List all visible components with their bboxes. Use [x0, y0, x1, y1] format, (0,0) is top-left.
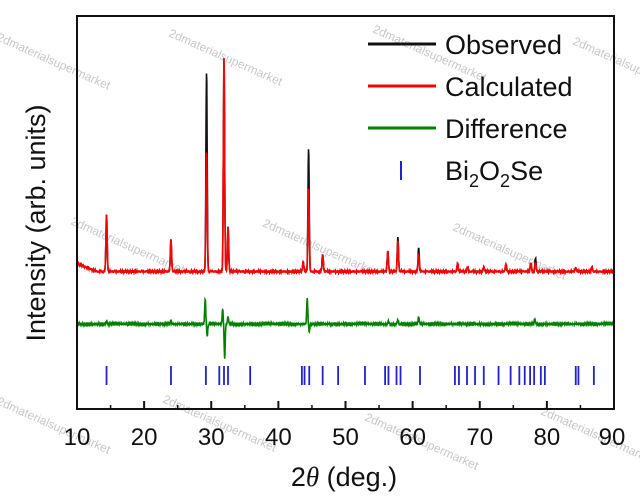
x-tick-label: 50	[332, 424, 359, 451]
watermark-text: 2dmaterialsupermarket	[0, 30, 113, 93]
x-tick-label: 30	[198, 424, 225, 451]
watermark-text: 2dmaterialsupermarket	[571, 34, 640, 97]
legend-label-observed: Observed	[445, 30, 562, 60]
legend: Observed Calculated Difference Bi2O2Se	[368, 30, 573, 191]
legend-label-calculated: Calculated	[445, 72, 573, 102]
difference-series-line	[76, 296, 615, 359]
x-tick-label: 90	[599, 424, 626, 451]
legend-label-difference: Difference	[445, 114, 568, 144]
x-axis-label-prefix: 2	[291, 462, 306, 492]
y-axis-label: Intensity (arb. units)	[21, 104, 51, 341]
x-tick-label: 10	[64, 424, 91, 451]
x-tick-label: 20	[131, 424, 158, 451]
x-tick-label: 80	[534, 424, 561, 451]
legend-label-bragg: Bi2O2Se	[445, 156, 543, 191]
x-tick-label: 40	[265, 424, 292, 451]
x-tick-label: 70	[466, 424, 493, 451]
x-axis-label: 2θ (deg.)	[291, 462, 397, 492]
legend-label-bragg-sub-3: 2	[500, 171, 510, 191]
legend-label-bragg-part-2: O	[479, 156, 500, 186]
x-axis-ticks: 10 20 30 40 50 60 70 80 90	[64, 401, 626, 451]
watermark-text: 2dmaterialsupermarket	[0, 394, 113, 457]
x-tick-label: 60	[399, 424, 426, 451]
x-axis-label-theta: θ	[306, 462, 319, 492]
legend-label-bragg-part-0: Bi	[445, 156, 469, 186]
calculated-series-line	[76, 58, 615, 276]
legend-label-bragg-sub-1: 2	[469, 171, 479, 191]
watermark-text: 2dmaterialsupermarket	[167, 26, 285, 89]
legend-label-bragg-part-4: Se	[510, 156, 543, 186]
bragg-ticks	[105, 366, 595, 385]
x-axis-label-unit: (deg.)	[319, 462, 397, 492]
